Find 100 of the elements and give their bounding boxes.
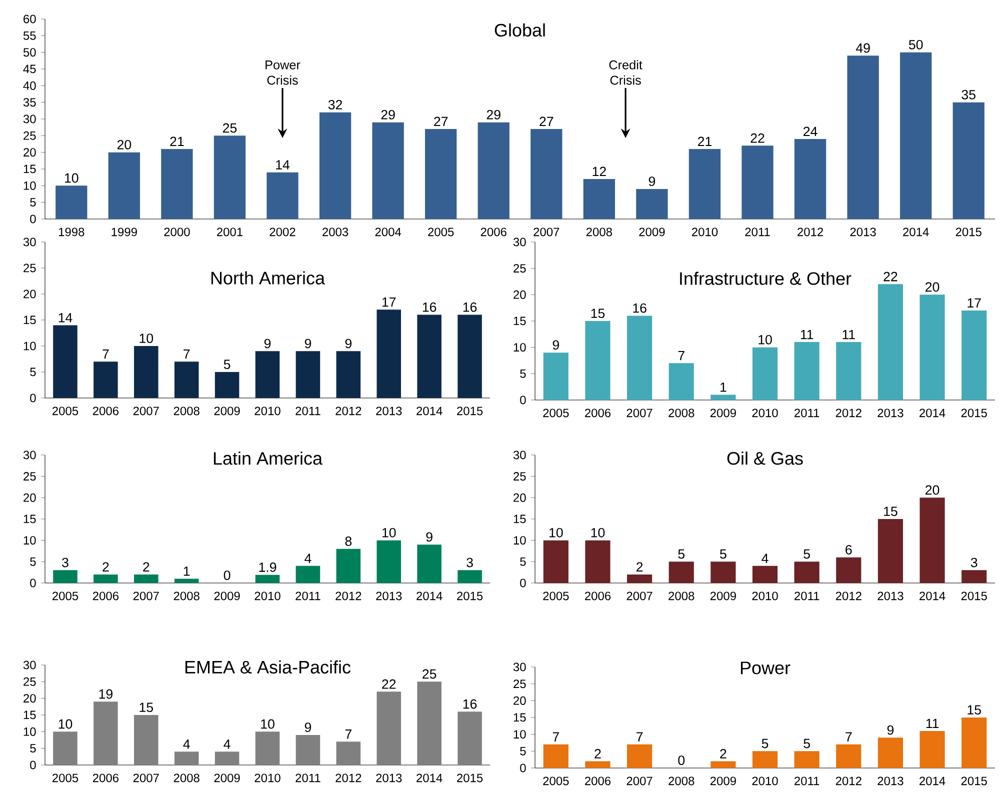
x-tick-label: 2010 <box>752 592 778 600</box>
bar <box>296 566 320 583</box>
x-tick-label: 2005 <box>543 592 569 600</box>
data-label: 32 <box>328 100 342 110</box>
bar <box>585 320 610 400</box>
x-tick-label: 2012 <box>336 774 362 782</box>
x-tick-label: 2012 <box>836 592 862 600</box>
bar <box>962 310 987 400</box>
bar <box>585 761 610 768</box>
chart-title: Power <box>740 662 790 674</box>
y-tick-label: 5 <box>30 198 36 207</box>
y-tick-label: 60 <box>24 14 36 24</box>
bar <box>742 146 774 219</box>
y-tick-label: 35 <box>23 98 36 107</box>
bar <box>878 518 903 583</box>
x-tick-label: 2015 <box>961 408 987 418</box>
bar <box>952 102 984 219</box>
x-tick-label: 2008 <box>174 774 200 782</box>
x-tick-label: 2006 <box>584 776 611 786</box>
data-label: 20 <box>926 282 940 292</box>
chart-title: Global <box>494 23 545 37</box>
x-tick-label: 2014 <box>920 592 946 600</box>
x-tick-label: 2009 <box>710 776 736 786</box>
data-label: 35 <box>962 90 976 100</box>
x-tick-label: 2008 <box>668 776 694 786</box>
x-tick-label: 2007 <box>626 776 652 786</box>
bar <box>752 751 778 768</box>
y-tick-label: 25 <box>24 131 36 140</box>
bar <box>543 744 568 768</box>
chart-title: Latin America <box>214 452 323 465</box>
x-tick-label: 2005 <box>52 592 78 600</box>
x-tick-label: 2011 <box>296 406 320 416</box>
data-label: 22 <box>884 272 898 282</box>
y-tick-label: 15 <box>24 514 36 524</box>
x-tick-label: 2013 <box>878 776 904 786</box>
data-label: 21 <box>698 136 712 146</box>
y-tick-label: 30 <box>513 662 526 672</box>
y-tick-label: 30 <box>23 660 36 670</box>
x-tick-label: 2001 <box>216 228 242 236</box>
x-tick-label: 2006 <box>480 228 506 236</box>
data-label: 10 <box>58 719 72 729</box>
bar <box>458 712 482 765</box>
y-tick-label: 55 <box>23 31 36 40</box>
data-label: 15 <box>591 308 605 318</box>
x-tick-label: 2014 <box>920 408 946 418</box>
data-label: 49 <box>856 43 870 53</box>
y-tick-label: 10 <box>24 536 36 545</box>
y-tick-label: 5 <box>30 744 36 753</box>
y-tick-label: 10 <box>514 343 526 352</box>
x-tick-label: 2004 <box>375 228 402 236</box>
x-tick-label: 2012 <box>836 408 862 418</box>
data-label: 9 <box>887 725 894 735</box>
y-tick-label: 5 <box>520 369 526 378</box>
bar <box>636 188 668 219</box>
bar <box>336 742 361 765</box>
data-label: 9 <box>304 338 312 348</box>
data-label: 7 <box>846 732 852 742</box>
data-label: 1 <box>184 566 190 576</box>
data-label: 29 <box>381 110 395 120</box>
data-label: 10 <box>591 528 605 538</box>
bar <box>543 540 568 583</box>
x-tick-label: 2013 <box>878 408 904 418</box>
y-tick-label: 25 <box>24 677 36 686</box>
data-label: 10 <box>140 334 154 344</box>
x-tick-label: 2010 <box>254 592 280 600</box>
y-tick-label: 20 <box>24 148 36 157</box>
bar <box>214 136 246 219</box>
data-label: 10 <box>65 173 78 183</box>
y-tick-label: 15 <box>24 710 36 720</box>
bar <box>627 316 652 400</box>
x-tick-label: 2005 <box>428 228 454 236</box>
data-label: 11 <box>842 330 855 340</box>
data-label: 27 <box>434 116 448 126</box>
chart-title: EMEA & Asia-Pacific <box>185 660 351 674</box>
bar <box>376 310 402 398</box>
x-tick-label: 2010 <box>752 408 778 418</box>
bar <box>417 314 442 398</box>
bar <box>878 284 903 400</box>
y-tick-label: 10 <box>24 342 36 350</box>
bar <box>134 346 158 398</box>
bar <box>296 734 320 765</box>
x-tick-label: 2000 <box>164 228 190 236</box>
data-label: 7 <box>184 349 190 359</box>
data-label: 16 <box>463 302 477 312</box>
bar <box>214 752 240 765</box>
data-label: 2 <box>636 562 643 572</box>
y-tick-label: 25 <box>514 264 526 273</box>
data-label: 9 <box>304 722 312 732</box>
bar <box>627 744 652 768</box>
data-label: 4 <box>183 740 190 749</box>
data-label: 5 <box>804 738 810 748</box>
x-tick-label: 1999 <box>112 228 137 236</box>
bar <box>836 744 862 768</box>
x-tick-label: 2013 <box>376 774 402 782</box>
y-tick-label: 25 <box>514 680 526 688</box>
bar <box>336 351 361 398</box>
data-label: 4 <box>304 554 312 563</box>
data-label: 25 <box>422 669 436 679</box>
bar <box>668 562 694 583</box>
data-label: 20 <box>926 485 940 495</box>
